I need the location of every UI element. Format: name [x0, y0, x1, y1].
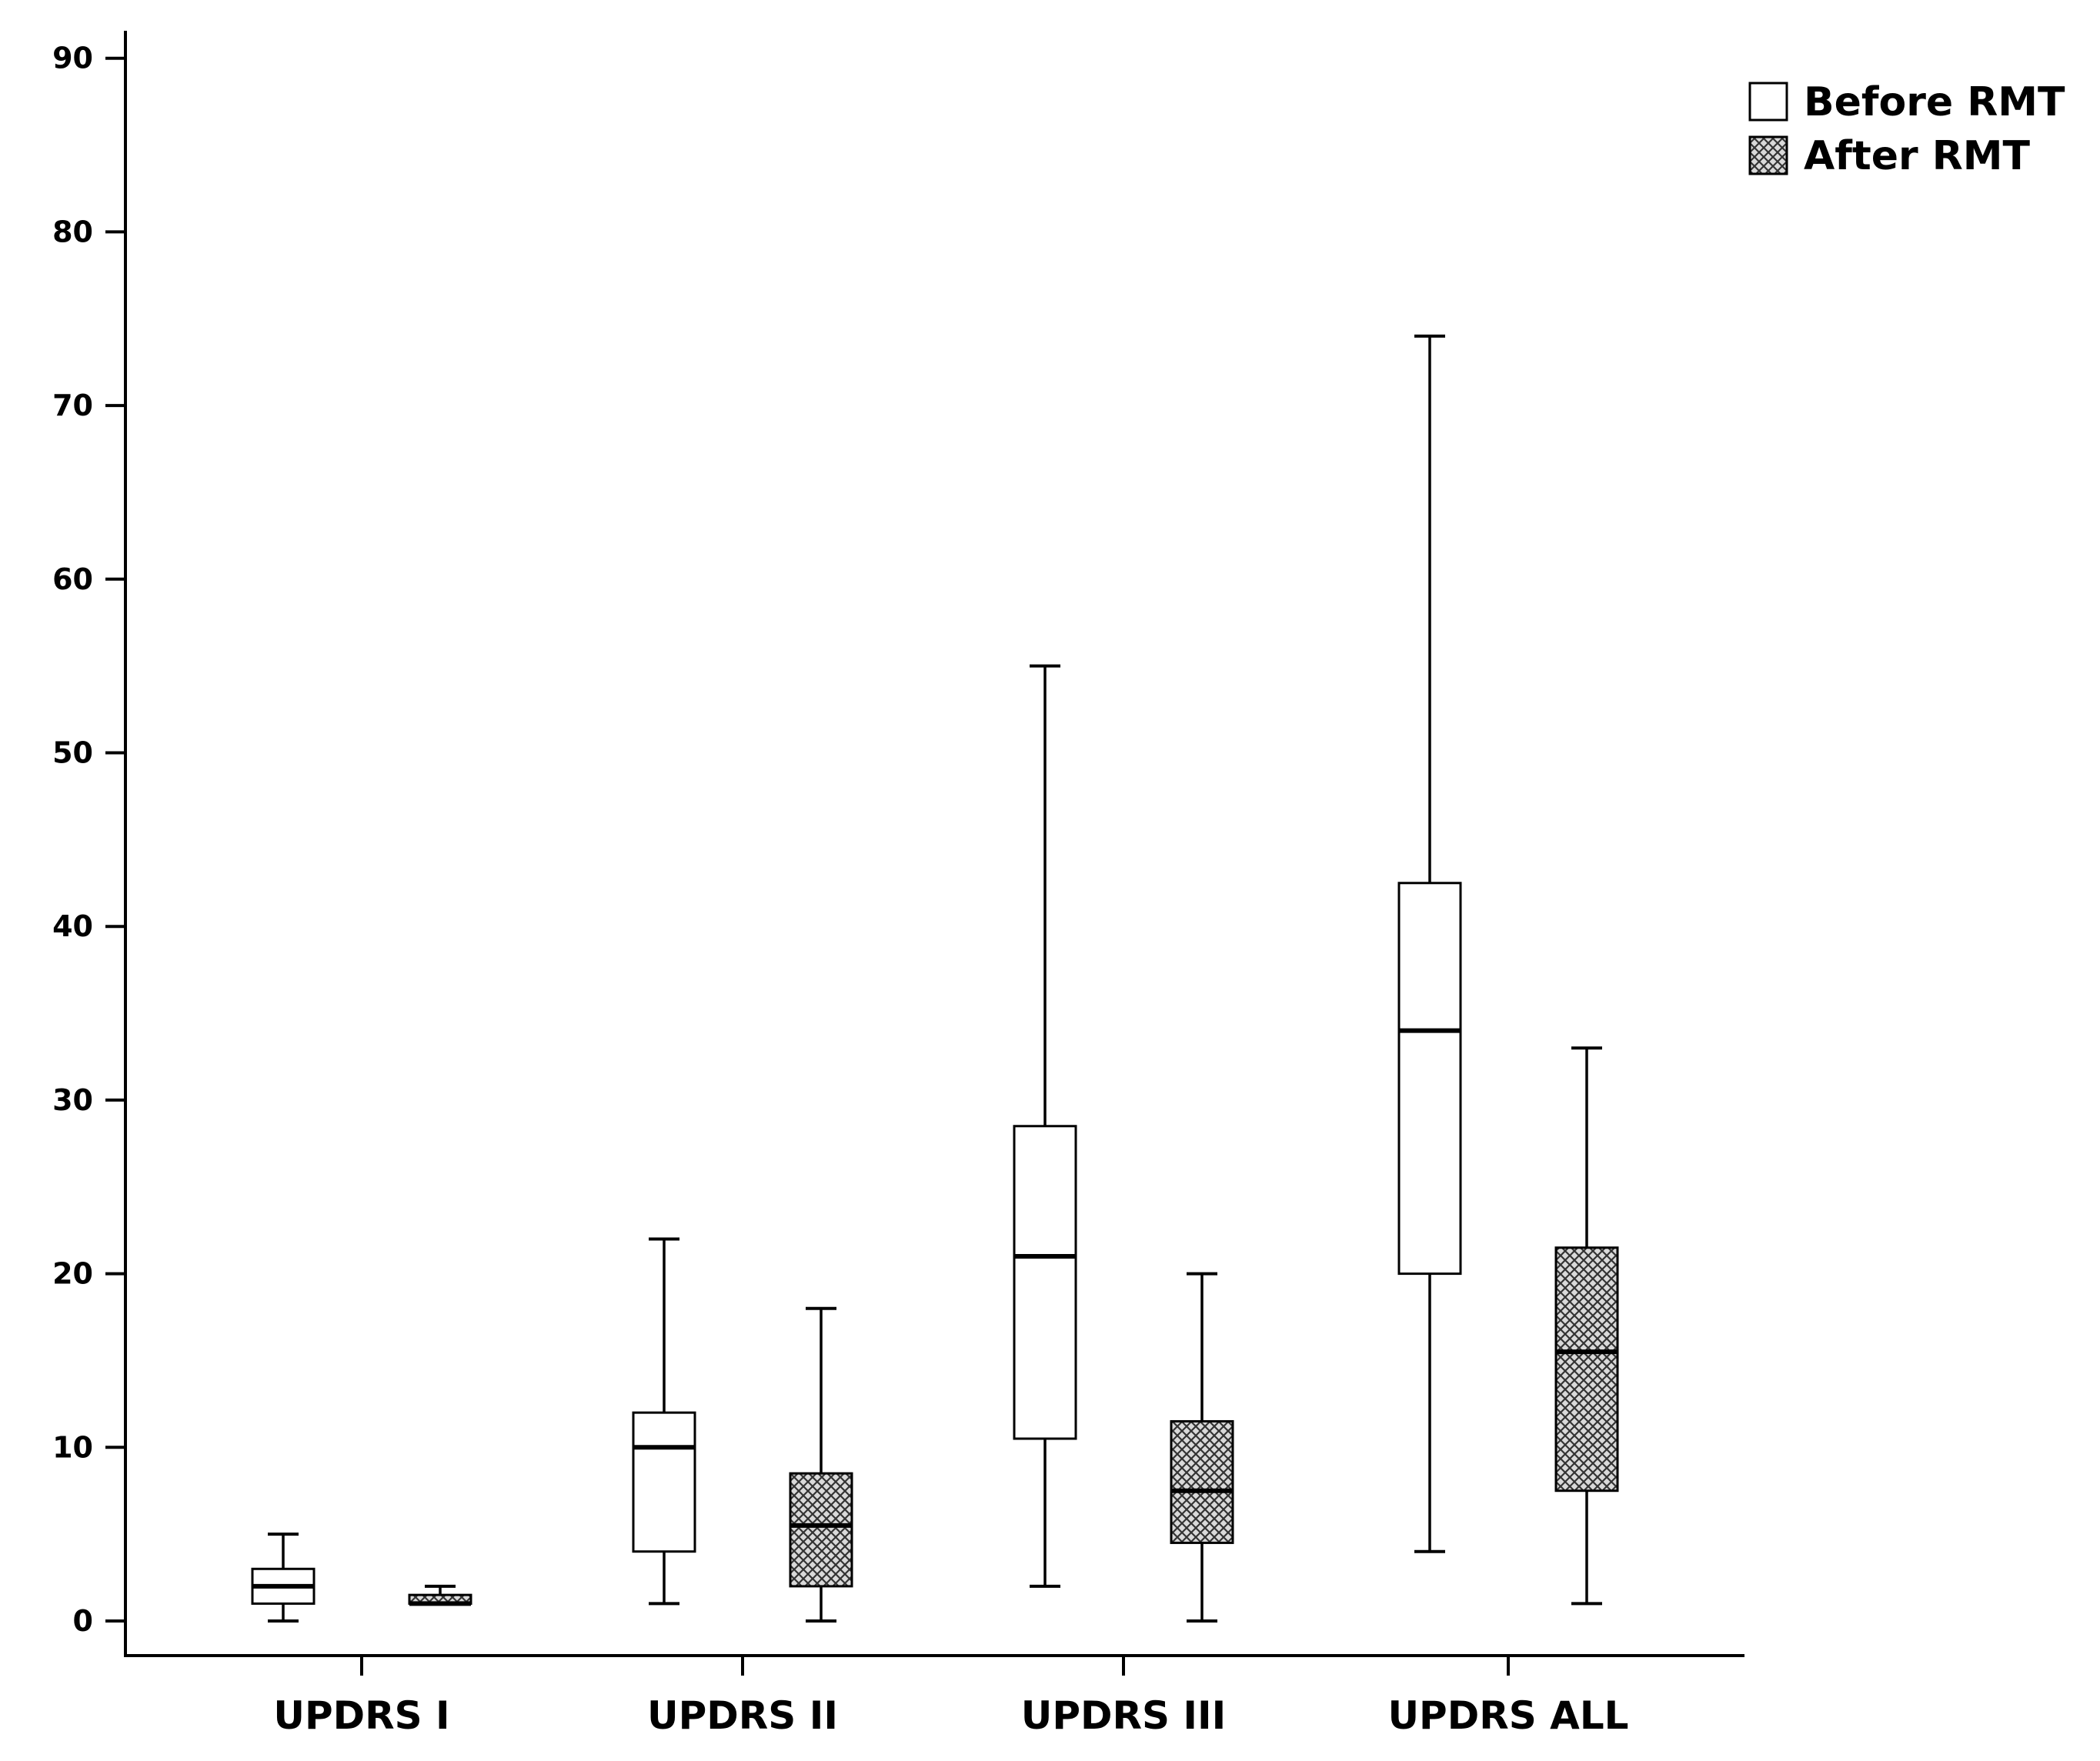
- legend-label-before: Before RMT: [1804, 79, 2065, 125]
- iqr-box: [1013, 1125, 1077, 1440]
- y-tick-label: 10: [52, 1430, 93, 1464]
- x-category-label: UPDRS ALL: [1387, 1693, 1628, 1738]
- iqr-box: [1554, 1246, 1619, 1493]
- box-updrs-i: [408, 1584, 472, 1606]
- x-category-label: UPDRS I: [273, 1693, 449, 1738]
- legend-label-after: After RMT: [1804, 133, 2031, 179]
- box-updrs-ii: [632, 1237, 696, 1606]
- y-tick-label: 80: [52, 215, 93, 248]
- y-tick-label: 30: [52, 1083, 93, 1117]
- x-category-label: UPDRS III: [1021, 1693, 1226, 1738]
- iqr-box: [632, 1411, 696, 1553]
- box-series-group: [251, 334, 1619, 1623]
- y-tick-label: 90: [52, 42, 93, 75]
- series-after-rmt: [408, 1046, 1619, 1623]
- y-tick-label: 50: [52, 736, 93, 770]
- box-updrs-all: [1554, 1046, 1619, 1606]
- series-before-rmt: [251, 334, 1462, 1623]
- x-category-label: UPDRS II: [647, 1693, 838, 1738]
- y-tick-label: 0: [73, 1604, 93, 1638]
- y-tick-label: 70: [52, 389, 93, 422]
- box-updrs-iii: [1170, 1272, 1234, 1623]
- iqr-box: [1170, 1419, 1234, 1544]
- y-tick-label: 60: [52, 562, 93, 596]
- legend: Before RMT After RMT: [1748, 79, 2065, 179]
- box-updrs-iii: [1013, 664, 1077, 1588]
- legend-swatch-after: [1748, 135, 1788, 175]
- y-tick-label: 40: [52, 909, 93, 943]
- iqr-box: [789, 1472, 853, 1588]
- box-updrs-i: [251, 1533, 316, 1623]
- y-tick-label: 20: [52, 1257, 93, 1291]
- box-updrs-all: [1397, 334, 1462, 1553]
- box-updrs-ii: [789, 1306, 853, 1623]
- axes: 0 10 20 30 40 50 60 70 80 90 UPDRS I UPDRS II UPDRS …: [52, 31, 1744, 1738]
- legend-swatch-before: [1748, 82, 1788, 122]
- iqr-box: [1397, 882, 1462, 1276]
